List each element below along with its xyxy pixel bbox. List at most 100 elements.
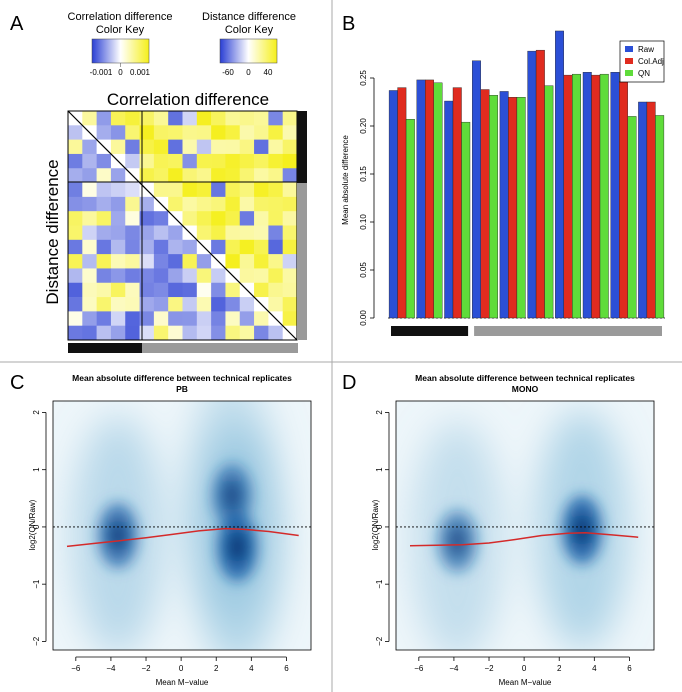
bar-coladj-7 [563,74,573,319]
density-d-xlabel: Mean M−value [499,678,552,687]
heatmap-cell [254,268,269,284]
x-tick-label: 6 [627,664,632,673]
heatmap-cell [196,139,212,155]
y-tick-label: 0 [375,524,384,529]
panel-c: C Mean absolute difference between techn… [10,372,312,687]
heatmap-cell [225,239,241,255]
bar-y-tick-label: 0.25 [359,70,368,86]
heatmap-cell [125,153,140,169]
heatmap-cell [268,211,283,226]
heatmap-cell [139,111,155,126]
heatmap-cell [168,268,183,284]
density-c-xlabel: Mean M−value [156,678,209,687]
heatmap-cell [282,211,298,226]
heatmap-cell [110,297,126,312]
heatmap-cell [254,125,269,140]
heatmap-cell [125,225,140,241]
legend-coladj: Col.Adj [638,57,664,66]
heatmap-cell [225,111,241,126]
heatmap-cell [82,297,97,312]
density-c-cloud [53,401,311,650]
heatmap-cell [125,139,140,155]
heatmap-cell [168,196,183,212]
dist-key-tick: 0 [246,68,251,77]
heatmap-cell [182,168,198,183]
heatmap-cell [196,282,212,298]
heatmap-cell [239,153,255,169]
heatmap-cell [82,168,97,183]
heatmap-cell [268,168,283,183]
heatmap-cell [125,111,140,126]
heatmap-cell [68,182,83,198]
heatmap-cell [82,282,97,298]
heatmap-cell [68,254,83,269]
heatmap-cell [139,254,155,269]
heatmap-cell [239,325,255,341]
heatmap-cell [196,225,212,241]
heatmap-cell [268,139,283,155]
heatmap-cell [254,182,269,198]
legend-coladj-swatch [625,58,633,64]
heatmap-cell [211,125,226,140]
heatmap-cell [182,139,198,155]
group2-side-bar [297,183,307,340]
heatmap-cell [139,282,155,298]
heatmap-cell [239,239,255,255]
heatmap-cell [96,168,112,183]
heatmap-cell [182,282,198,298]
heatmap-cell [68,196,83,212]
heatmap-cell [182,325,198,341]
panel-b: B Mean absolute difference 0.000.050.100… [341,13,665,336]
heatmap-cell [282,182,298,198]
heatmap-cell [239,254,255,269]
heatmap-cell [110,225,126,241]
bar-qn-2 [433,82,443,319]
bar-coladj-5 [508,96,518,319]
heatmap-cell [96,297,112,312]
density-c-axes: −6 −4 −2 0 2 4 6 −2 −1 0 1 2 [32,410,289,673]
y-tick-label: 0 [32,524,41,529]
heatmap-cell [110,182,126,198]
heatmap-cell [196,168,212,183]
heatmap-cell [282,168,298,183]
heatmap-cell [153,225,169,241]
heatmap-cell [125,325,140,341]
density-d-frame [395,400,655,651]
heatmap-cell [254,111,269,126]
y-tick-label: 2 [375,410,384,415]
bar-coladj-6 [535,49,545,319]
heatmap-cell [82,182,97,198]
heatmap-cell [254,282,269,298]
dist-key-subtitle: Color Key [225,24,274,36]
heatmap-cell [139,168,155,183]
heatmap-cell [254,239,269,255]
bar-raw-10 [638,101,648,319]
bar-raw-8 [582,72,592,319]
heatmap-cell [68,125,83,140]
heatmap-cell [268,196,283,212]
heatmap-cell [96,125,112,140]
bar-coladj-4 [480,89,490,319]
dist-key-tick: 40 [264,68,273,77]
heatmap-cell [254,225,269,241]
corr-key-subtitle: Color Key [96,24,145,36]
density-c-smooth-line [66,527,299,548]
bar-legend: Raw Col.Adj QN [619,40,665,83]
heatmap-cell [125,125,140,140]
bar-raw-2 [416,79,426,319]
density-peak-center [447,525,468,558]
heatmap-cell [153,211,169,226]
heatmap-cell [110,168,126,183]
heatmap-cell [68,139,83,155]
heatmap-cell [282,311,298,326]
corr-key-title: Correlation difference [68,11,173,23]
density-c-ylabel: log2(QN/Raw) [28,499,37,550]
heatmap-cell [68,225,83,241]
x-tick-label: 6 [284,664,289,673]
heatmap-cell [239,111,255,126]
heatmap-cell [96,268,112,284]
heatmap-cell [225,153,241,169]
heatmap-cell [168,239,183,255]
heatmap-cell [153,325,169,341]
heatmap-cell [239,297,255,312]
